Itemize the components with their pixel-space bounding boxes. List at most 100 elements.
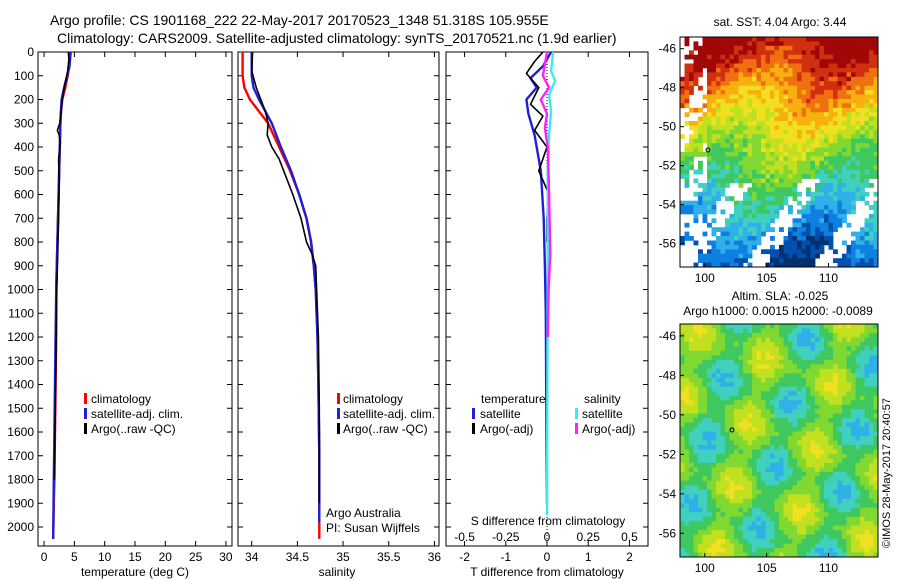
heat-cell xyxy=(743,391,748,397)
heat-cell xyxy=(743,373,748,379)
heat-cell xyxy=(846,258,852,263)
heat-cell xyxy=(869,94,874,100)
heat-cell xyxy=(743,191,748,197)
heat-cell xyxy=(797,103,802,109)
heat-cell xyxy=(828,525,834,531)
heat-cell xyxy=(810,530,816,535)
heat-cell xyxy=(734,552,739,558)
heat-cell xyxy=(855,525,861,531)
heat-cell xyxy=(698,503,703,509)
heat-cell xyxy=(855,422,861,428)
heat-cell xyxy=(743,368,748,374)
heat-cell xyxy=(819,236,825,241)
heat-cell xyxy=(788,112,793,117)
heat-cell xyxy=(693,530,699,535)
heat-cell xyxy=(752,359,757,365)
heat-cell xyxy=(752,377,757,383)
heat-cell xyxy=(797,462,802,468)
heat-cell xyxy=(747,156,753,162)
heat-cell xyxy=(707,143,712,148)
heat-cell xyxy=(855,476,861,482)
heat-cell xyxy=(837,512,843,518)
heat-cell xyxy=(828,382,834,388)
heat-cell xyxy=(815,174,820,179)
heat-cell xyxy=(779,489,784,495)
heat-cell xyxy=(815,76,820,82)
heat-cell xyxy=(774,373,780,379)
heat-cell xyxy=(747,485,753,491)
heat-cell xyxy=(729,258,735,263)
heat-cell xyxy=(734,409,739,414)
heat-cell xyxy=(788,165,793,171)
heat-cell xyxy=(797,422,802,428)
legend-label-climatology: climatology xyxy=(343,392,403,406)
heat-cell xyxy=(810,328,816,334)
heat-cell xyxy=(716,548,721,553)
heat-cell xyxy=(725,63,730,69)
heat-cell xyxy=(743,112,748,117)
heat-cell xyxy=(864,200,870,206)
heat-cell xyxy=(801,94,807,100)
heat-cell xyxy=(711,436,717,441)
heat-cell xyxy=(815,143,820,148)
heat-cell xyxy=(761,138,766,144)
heat-cell xyxy=(833,422,838,428)
heat-cell xyxy=(729,382,735,388)
heat-cell xyxy=(873,521,879,527)
heat-cell xyxy=(873,427,879,432)
heat-cell xyxy=(774,103,780,109)
heat-cell xyxy=(801,129,807,135)
heat-cell xyxy=(792,59,798,64)
heat-cell xyxy=(788,404,793,410)
heat-cell xyxy=(873,431,879,437)
heat-cell xyxy=(734,45,739,51)
heat-cell xyxy=(788,205,793,210)
heat-cell xyxy=(851,525,856,531)
heat-cell xyxy=(851,209,856,215)
heat-cell xyxy=(833,521,838,527)
heat-cell xyxy=(846,409,852,414)
heat-cell xyxy=(797,178,802,184)
heat-cell xyxy=(869,37,874,42)
heat-cell xyxy=(716,462,721,468)
heat-cell xyxy=(869,231,874,237)
heat-cell xyxy=(738,512,744,518)
heat-cell xyxy=(693,449,699,455)
heat-cell xyxy=(743,85,748,91)
heat-cell xyxy=(693,458,699,464)
heat-cell xyxy=(797,391,802,397)
heat-cell xyxy=(869,262,874,268)
heat-cell xyxy=(756,341,762,347)
heat-cell xyxy=(851,534,856,540)
heat-cell xyxy=(873,54,879,60)
heat-cell xyxy=(864,262,870,268)
heat-cell xyxy=(765,377,771,383)
heat-cell xyxy=(860,231,865,237)
heat-cell xyxy=(711,516,717,522)
heat-cell xyxy=(747,418,753,423)
heat-cell xyxy=(819,489,825,495)
heat-cell xyxy=(837,395,843,401)
heat-cell xyxy=(842,258,847,263)
heat-cell xyxy=(855,236,861,241)
heat-cell xyxy=(819,333,825,338)
heat-cell xyxy=(747,187,753,193)
heat-cell xyxy=(864,368,870,374)
heat-cell xyxy=(828,236,834,241)
heat-cell xyxy=(828,431,834,437)
heat-cell xyxy=(873,129,879,135)
heat-cell xyxy=(783,59,789,64)
heat-cell xyxy=(855,350,861,356)
heat-cell xyxy=(707,41,712,47)
heat-cell xyxy=(698,409,703,414)
heat-cell xyxy=(806,382,811,388)
heat-cell xyxy=(684,395,690,401)
heat-cell xyxy=(761,152,766,157)
heat-cell xyxy=(828,178,834,184)
y-tick-label: 700 xyxy=(14,211,34,225)
heat-cell xyxy=(752,328,757,334)
heat-cell xyxy=(833,498,838,504)
heat-cell xyxy=(774,125,780,131)
heat-cell xyxy=(752,90,757,95)
